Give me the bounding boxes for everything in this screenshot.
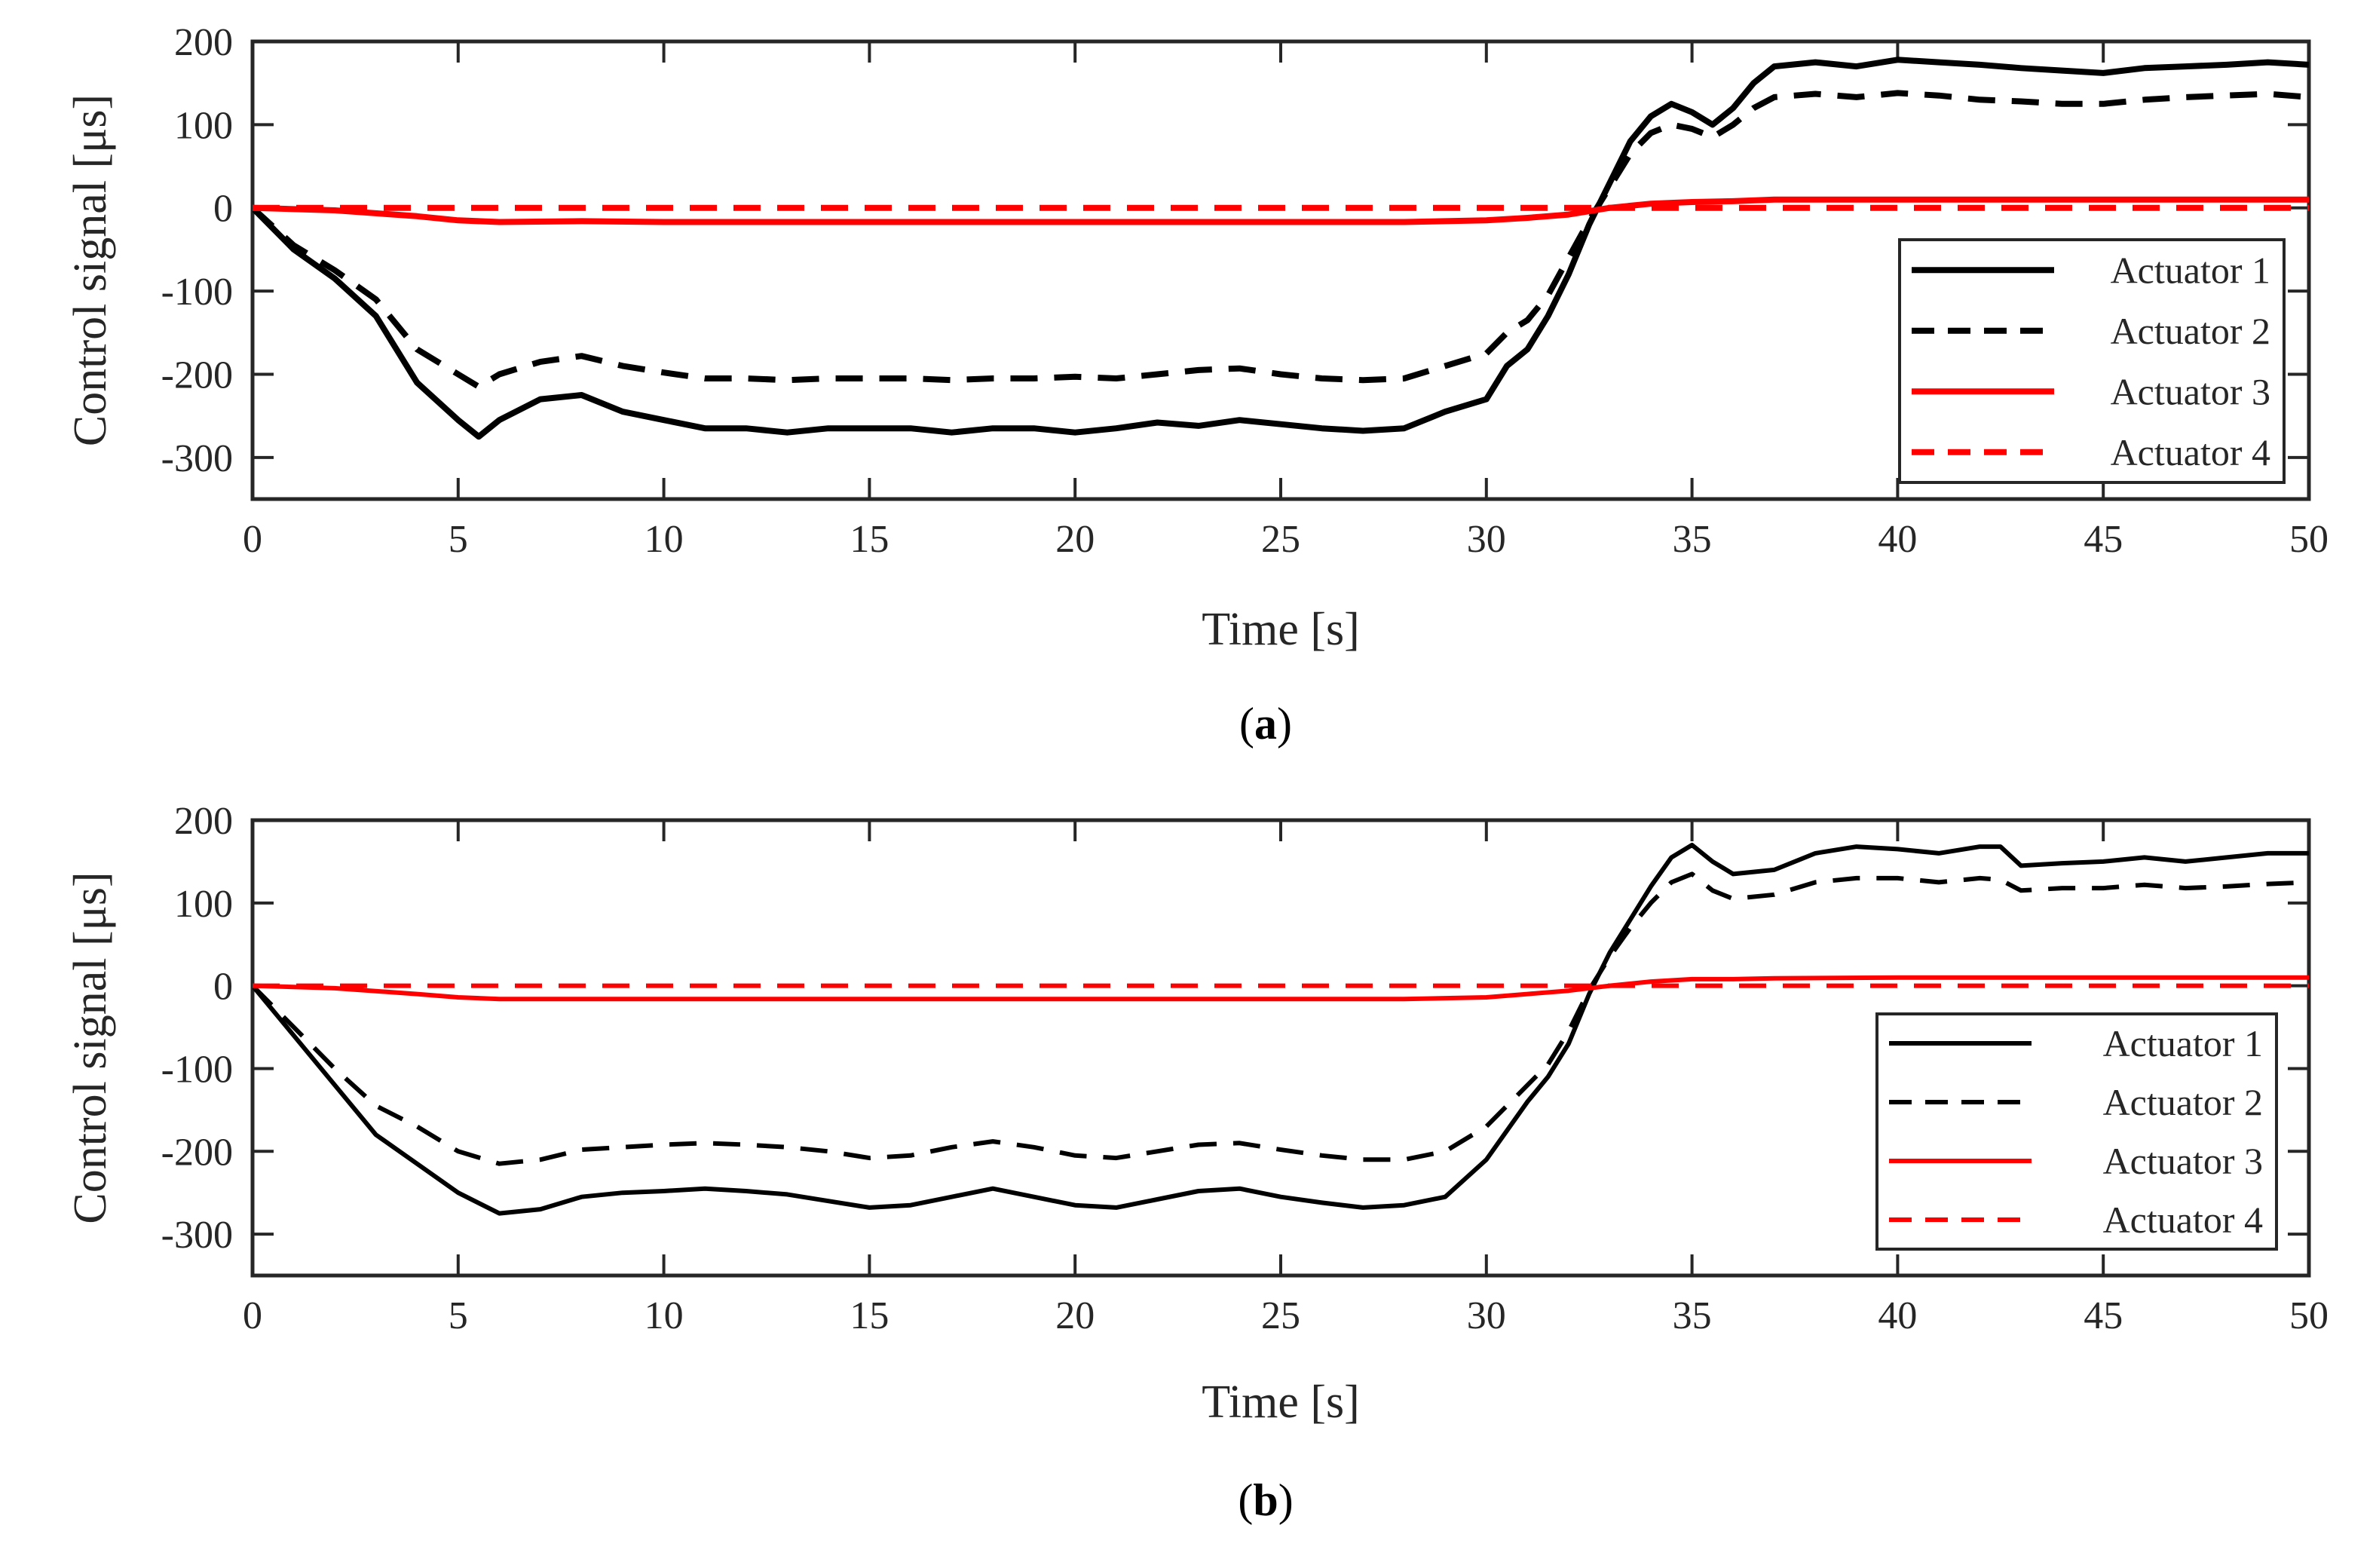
x-tick-label: 10 (645, 518, 684, 561)
series-line-actuator-2 (253, 871, 2309, 1166)
x-tick-label: 25 (1261, 518, 1300, 561)
legend-label-actuator-3: Actuator 3 (2103, 1140, 2263, 1182)
y-tick-label: 0 (213, 966, 233, 1009)
x-tick-label: 5 (449, 518, 468, 561)
series-line-actuator-1 (253, 57, 2309, 440)
legend-box (1898, 238, 2286, 484)
legend-label-actuator-2: Actuator 2 (2103, 1081, 2263, 1123)
x-tick-label: 25 (1261, 1294, 1300, 1337)
legend-box (1875, 1012, 2278, 1251)
y-tick-label: -200 (161, 1131, 233, 1174)
legend: Actuator 1 Actuator 2 Actuator 3 Actuator 4 (1875, 1012, 2278, 1251)
x-tick-label: 35 (1673, 1294, 1712, 1337)
y-tick-label: -100 (161, 271, 233, 314)
series-line-actuator-2 (253, 90, 2309, 390)
x-tick-label: 10 (645, 1294, 684, 1337)
y-tick-label: 0 (213, 188, 233, 231)
y-axis-label: Control signal [μs] (65, 871, 116, 1223)
y-tick-label: -100 (161, 1048, 233, 1091)
x-tick-label: 0 (243, 1294, 262, 1337)
series-group (253, 842, 2309, 1216)
x-tick-label: 50 (2289, 1294, 2329, 1337)
series-line-actuator-3 (253, 975, 2309, 1002)
legend-label-actuator-3: Actuator 3 (2111, 370, 2270, 412)
y-tick-label: 100 (174, 883, 233, 926)
legend-label-actuator-4: Actuator 4 (2103, 1199, 2263, 1241)
y-tick-label: 200 (174, 21, 233, 64)
x-tick-label: 20 (1055, 1294, 1095, 1337)
legend-label-actuator-1: Actuator 1 (2111, 249, 2270, 291)
x-tick-label: 35 (1673, 518, 1712, 561)
panel-label: (b) (1238, 1475, 1293, 1525)
chart-panel-b: 0 5 10 15 20 25 30 35 40 45 50 -300 -200 -100 0 100 200 T… (65, 800, 2329, 1525)
x-axis-label: Time [s] (1202, 604, 1360, 655)
panel-label: (a) (1239, 699, 1292, 749)
y-tick-label: 200 (174, 800, 233, 843)
x-tick-label: 30 (1467, 1294, 1506, 1337)
legend-label-actuator-2: Actuator 2 (2111, 310, 2270, 352)
series-line-actuator-1 (253, 842, 2309, 1216)
x-tick-label: 15 (850, 518, 889, 561)
x-tick-label: 20 (1055, 518, 1095, 561)
x-tick-label: 40 (1878, 1294, 1917, 1337)
y-tick-label: -200 (161, 354, 233, 397)
x-tick-label: 45 (2084, 518, 2123, 561)
x-tick-label: 15 (850, 1294, 889, 1337)
y-tick-label: -300 (161, 437, 233, 480)
y-tick-label: 100 (174, 104, 233, 147)
x-tick-label: 50 (2289, 518, 2329, 561)
y-axis-label: Control signal [μs] (65, 94, 116, 446)
x-tick-label: 30 (1467, 518, 1506, 561)
chart-panel-a: 0 5 10 15 20 25 30 35 40 45 50 -300 -200 -100 0 100 200 T… (65, 21, 2329, 749)
x-tick-label: 5 (449, 1294, 468, 1337)
x-tick-label: 45 (2084, 1294, 2123, 1337)
legend-label-actuator-4: Actuator 4 (2111, 431, 2270, 473)
series-line-actuator-3 (253, 196, 2309, 225)
legend: Actuator 1 Actuator 2 Actuator 3 Actuator 4 (1898, 238, 2286, 484)
x-axis-label: Time [s] (1202, 1377, 1360, 1428)
legend-label-actuator-1: Actuator 1 (2103, 1022, 2263, 1064)
series-group (253, 57, 2309, 440)
x-tick-label: 0 (243, 518, 262, 561)
x-tick-label: 40 (1878, 518, 1917, 561)
y-tick-label: -300 (161, 1214, 233, 1257)
